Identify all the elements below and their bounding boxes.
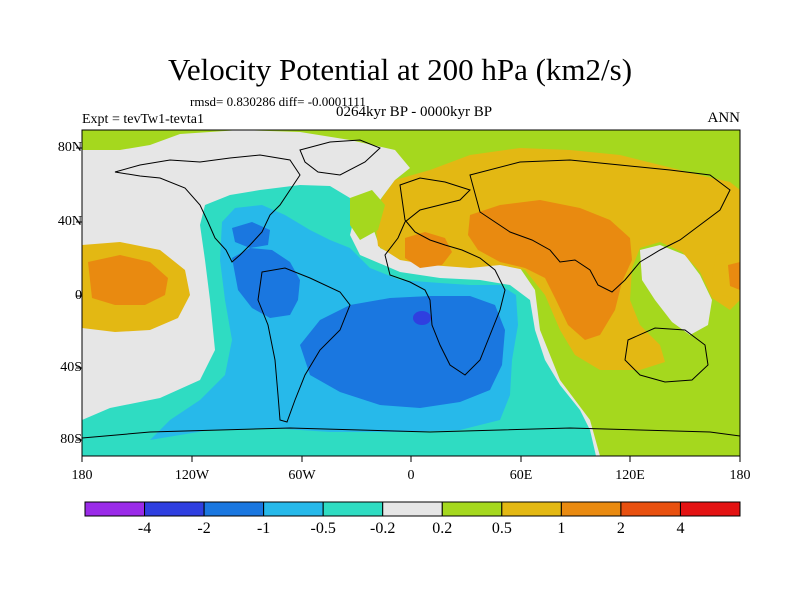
lat-tick-label: 80S: [60, 432, 82, 447]
colorbar-label: 0.2: [432, 520, 453, 537]
band-blue-3: [232, 222, 270, 248]
band-green-patch: [350, 190, 385, 240]
colorbar-swatch: [84, 501, 146, 517]
colorbar-label: 2: [616, 520, 625, 537]
lat-tick-label: 0: [75, 288, 82, 303]
season-label: ANN: [707, 110, 741, 126]
colorbar-label: -4: [137, 520, 152, 537]
colorbar-swatch: [382, 501, 443, 517]
band-white-pacific: [640, 245, 712, 335]
coastlines: [82, 139, 740, 439]
lat-tick-label: 40N: [57, 214, 82, 229]
lon-tick-label: 180: [729, 468, 751, 483]
colorbar-swatch: [441, 501, 503, 517]
colorbar-label: 4: [676, 520, 685, 537]
colorbar-swatch: [203, 501, 265, 517]
lon-tick-label: 180: [71, 468, 93, 483]
lon-tick-label: 120W: [174, 468, 210, 483]
experiment-label: Expt = tevTw1-tevta1: [82, 112, 204, 127]
lon-tick-label: 60E: [509, 468, 533, 483]
colorbar-swatch: [144, 501, 205, 517]
colorbar-swatch: [501, 501, 562, 517]
band-orange: [468, 200, 632, 340]
colorbar-label: -1: [256, 520, 271, 537]
period-label: 0264kyr BP - 0000kyr BP: [335, 104, 493, 120]
lon-tick-label: 60W: [288, 468, 316, 483]
lat-tick-label: 80N: [57, 140, 82, 155]
colorbar-label: -0.5: [310, 520, 336, 537]
colorbar: [84, 501, 741, 517]
band-darkblue: [413, 311, 431, 325]
band-orange-pacific: [88, 255, 168, 305]
contour-fill: [82, 130, 740, 456]
band-orange-pacific-east: [728, 262, 740, 290]
lat-tick-label: 40S: [60, 360, 82, 375]
colorbar-label: 1: [557, 520, 566, 537]
colorbar-swatch: [263, 501, 324, 517]
stats-text: rmsd= 0.830286 diff= -0.0001111: [190, 94, 366, 109]
lon-tick-label: 0: [407, 468, 415, 483]
colorbar-label: 0.5: [491, 520, 512, 537]
page-title: Velocity Potential at 200 hPa (km2/s): [167, 52, 633, 87]
colorbar-swatch: [322, 501, 384, 517]
band-orange-west: [405, 232, 452, 268]
colorbar-swatch: [620, 501, 681, 517]
band-blue-2: [300, 296, 505, 408]
band-yellow-pacific-east: [712, 250, 740, 300]
colorbar-label: -2: [197, 520, 211, 537]
colorbar-swatch: [560, 501, 622, 517]
colorbar-swatch: [679, 501, 741, 517]
colorbar-label: -0.2: [370, 520, 396, 537]
tick-marks: [76, 147, 741, 462]
lon-tick-label: 120E: [615, 468, 645, 483]
band-blue: [232, 248, 300, 318]
